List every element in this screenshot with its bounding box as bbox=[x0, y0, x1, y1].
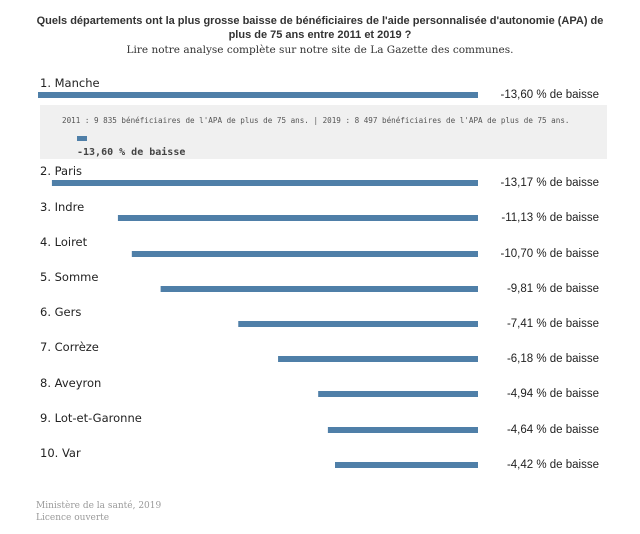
chart-header: Quels départements ont la plus grosse ba… bbox=[0, 14, 640, 57]
value-label: -4,42 % de baisse bbox=[507, 459, 599, 471]
category-label: 2. Paris bbox=[40, 164, 82, 178]
source-note: Ministère de la santé, 2019 bbox=[36, 501, 162, 511]
category-label: 10. Var bbox=[40, 446, 81, 460]
annotation-text: 2011 : 9 835 bénéficiaires de l'APA de p… bbox=[62, 116, 569, 125]
bar bbox=[160, 286, 478, 292]
bar bbox=[51, 180, 478, 186]
category-label: 9. Lot-et-Garonne bbox=[40, 411, 142, 425]
chart-footer: Ministère de la santé, 2019 Licence ouve… bbox=[36, 500, 161, 524]
bar bbox=[117, 215, 478, 221]
category-label: 6. Gers bbox=[40, 305, 81, 319]
value-label: -6,18 % de baisse bbox=[507, 353, 599, 365]
category-label: 3. Indre bbox=[40, 200, 84, 214]
category-label: 4. Loiret bbox=[40, 235, 88, 249]
category-label: 8. Aveyron bbox=[40, 376, 101, 390]
value-label: -13,60 % de baisse bbox=[501, 89, 599, 101]
bar bbox=[38, 92, 478, 98]
bar bbox=[238, 321, 478, 327]
licence-note: Licence ouverte bbox=[36, 513, 110, 523]
value-label: -4,94 % de baisse bbox=[507, 388, 599, 400]
value-label: -7,41 % de baisse bbox=[507, 318, 599, 330]
annotation-label: -13,60 % de baisse bbox=[77, 146, 185, 158]
category-label: 5. Somme bbox=[40, 270, 98, 284]
annotation-box bbox=[40, 105, 607, 159]
category-label: 1. Manche bbox=[40, 76, 100, 90]
value-label: -10,70 % de baisse bbox=[501, 248, 599, 260]
value-label: -4,64 % de baisse bbox=[507, 424, 599, 436]
bar bbox=[278, 356, 478, 362]
value-label: -13,17 % de baisse bbox=[501, 177, 599, 189]
bar bbox=[327, 427, 478, 433]
bar bbox=[131, 251, 478, 257]
annotation-bar bbox=[77, 136, 87, 141]
value-label: -9,81 % de baisse bbox=[507, 283, 599, 295]
bar bbox=[318, 391, 478, 397]
category-label: 7. Corrèze bbox=[40, 340, 99, 354]
bar bbox=[335, 462, 478, 468]
value-label: -11,13 % de baisse bbox=[501, 212, 599, 224]
chart-title: Quels départements ont la plus grosse ba… bbox=[36, 15, 604, 41]
chart-subtitle: Lire notre analyse complète sur notre si… bbox=[126, 44, 514, 56]
